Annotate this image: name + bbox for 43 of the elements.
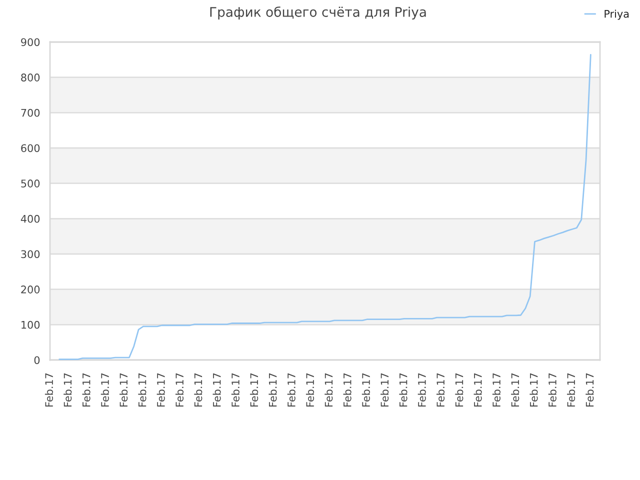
y-tick-label: 400 [20,214,40,223]
line-series [58,54,592,360]
y-tick-label: 200 [21,286,40,294]
x-tick-label: Feb.17 [250,373,258,406]
x-tick-label: Feb.17 [175,373,184,406]
x-tick-label: Feb.17 [530,373,538,406]
x-tick-label: Feb.17 [194,373,202,406]
x-tick-label: Feb.17 [64,373,72,406]
y-tick-label: 700 [21,108,40,117]
x-tick-label: Feb.17 [120,373,128,406]
y-tick-label: 500 [21,180,40,188]
y-tick-label: 100 [22,320,40,329]
x-tick-label: Feb.17 [44,373,54,406]
x-tick-label: Feb.17 [436,373,445,406]
x-tick-label: Feb.17 [138,373,146,406]
x-tick-label: Feb.17 [100,373,109,406]
x-tick-label: Feb.17 [231,373,240,406]
x-tick-label: Feb.17 [511,373,520,406]
x-tick-label: Feb.17 [324,373,333,406]
x-tick-label: Feb.17 [306,373,314,406]
chart-title: График общего счёта для Priya [210,6,426,20]
x-tick-label: Feb.17 [362,373,370,406]
y-tick-label: 300 [21,250,40,258]
x-tick-label: Feb.17 [586,373,594,406]
x-tick-label: Feb.17 [455,373,464,406]
x-tick-label: Feb.17 [418,373,426,406]
x-tick-label: Feb.17 [492,373,500,406]
x-tick-label: Feb.17 [212,373,221,406]
y-tick-label: 0 [34,356,40,364]
x-tick-label: Feb.17 [566,373,576,406]
legend-label: Priya [604,10,629,20]
x-tick-label: Feb.17 [548,373,556,406]
y-tick-label: 900 [21,38,40,46]
x-tick-label: Feb.17 [156,373,165,406]
x-tick-label: Feb.17 [399,373,408,406]
x-tick-label: Feb.17 [343,373,352,406]
x-tick-label: Feb.17 [82,373,90,406]
y-tick-label: 600 [21,144,40,152]
y-tick-label: 800 [21,74,40,82]
x-tick-label: Feb.17 [287,373,296,406]
x-tick-label: Feb.17 [474,373,482,406]
x-tick-label: Feb.17 [268,373,277,406]
x-tick-label: Feb.17 [380,373,389,406]
